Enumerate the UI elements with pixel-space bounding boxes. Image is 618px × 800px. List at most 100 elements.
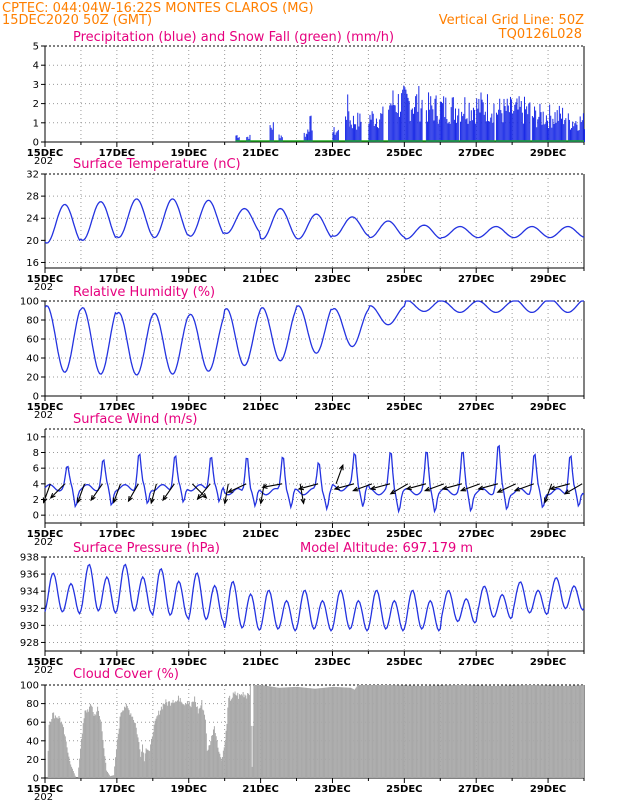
- cloud-bar: [130, 713, 132, 778]
- cloud-bar: [167, 705, 169, 778]
- cloud-bar: [536, 685, 538, 778]
- precip-bar: [390, 103, 392, 142]
- y-tick-label: 60: [26, 335, 39, 346]
- cloud-bar: [575, 685, 577, 778]
- precip-bar: [271, 129, 273, 142]
- precip-bar: [466, 118, 468, 142]
- cloud-bar: [496, 685, 498, 778]
- precip-bar: [578, 130, 580, 142]
- wind-arrow-head: [405, 485, 412, 491]
- cloud-bar: [274, 687, 276, 778]
- cloud-bar: [437, 685, 439, 778]
- cloud-bar: [268, 686, 270, 778]
- cloud-bar: [181, 702, 183, 778]
- precip-bar: [409, 120, 411, 142]
- cloud-bar: [299, 687, 301, 778]
- cloud-bar: [400, 685, 402, 778]
- cloud-bar: [273, 686, 275, 778]
- cloud-bar: [481, 685, 483, 778]
- cloud-bar: [473, 685, 475, 778]
- cloud-bar: [301, 687, 303, 778]
- cloud-bar: [527, 685, 529, 778]
- cloud-bar: [270, 686, 272, 778]
- precip-bar: [445, 97, 447, 142]
- wind-arrow: [425, 483, 445, 492]
- precip-bar: [415, 96, 417, 142]
- precip-bar: [372, 113, 374, 142]
- precip-bar: [439, 101, 441, 142]
- x-tick-label: 15DEC: [27, 274, 63, 285]
- cloud-bar: [327, 687, 329, 778]
- wind-arrow-head: [49, 492, 56, 499]
- x-tick-label: 19DEC: [171, 784, 207, 795]
- cloud-bar: [224, 741, 226, 778]
- precip-bar: [308, 131, 310, 142]
- cloud-bar: [204, 714, 206, 778]
- cloud-bar: [553, 685, 555, 778]
- wind-arrow-head: [549, 485, 556, 491]
- cloud-bar: [408, 685, 410, 778]
- precip-bar: [537, 119, 539, 142]
- cloud-bar: [59, 717, 61, 778]
- cloud-bar: [217, 747, 219, 778]
- x-tick-label: 25DEC: [386, 148, 422, 159]
- cloud-bar: [421, 685, 423, 778]
- cloud-bar: [548, 685, 550, 778]
- precip-bar: [346, 119, 348, 142]
- wind-arrow-head: [544, 497, 549, 504]
- cloud-bar: [573, 685, 575, 778]
- precip-bar: [582, 113, 584, 142]
- precip-bar: [371, 111, 373, 142]
- cloud-bar: [340, 687, 342, 778]
- cloud-bar: [202, 709, 204, 778]
- precip-bar: [410, 109, 412, 142]
- cloud-bar: [343, 687, 345, 778]
- cloud-bar: [426, 685, 428, 778]
- y-tick-label: 20: [26, 373, 39, 384]
- precip-bar: [489, 121, 491, 142]
- x-tick-label: 23DEC: [314, 657, 350, 668]
- cloud-bar: [380, 685, 382, 778]
- cloud-bar: [210, 741, 212, 778]
- cloud-bar: [556, 685, 558, 778]
- cloud-bar: [379, 685, 381, 778]
- cloud-bar: [62, 727, 64, 778]
- cloud-bar: [555, 685, 557, 778]
- wind-arrow-head: [259, 498, 264, 505]
- cloud-bar: [78, 767, 80, 778]
- cloud-bar: [433, 685, 435, 778]
- humidity-title: Relative Humidity (%): [73, 285, 215, 300]
- x-tick-label: 25DEC: [386, 402, 422, 413]
- cloud-bar: [55, 717, 57, 778]
- cloud-bar: [347, 687, 349, 778]
- cloud-bar: [53, 718, 55, 778]
- precip-bar: [304, 136, 306, 142]
- cloud-bar: [350, 687, 352, 778]
- precip-bar: [420, 108, 422, 142]
- precip-bar: [360, 121, 362, 142]
- cloud-bar: [492, 685, 494, 778]
- precip-bar: [421, 99, 423, 142]
- cloud-bar: [405, 685, 407, 778]
- cloud-bar: [178, 701, 180, 778]
- cloud-bar: [288, 687, 290, 778]
- cloud-bar: [477, 685, 479, 778]
- precip-bar: [527, 114, 529, 142]
- cloud-bar: [485, 685, 487, 778]
- cloud-bar: [283, 687, 285, 778]
- x-tick-label: 19DEC: [171, 274, 207, 285]
- precip-bar: [398, 116, 400, 142]
- precip-bar: [437, 123, 439, 142]
- cloud-bar: [154, 720, 156, 778]
- cloud-bar: [191, 702, 193, 778]
- cloud-bar: [100, 722, 102, 778]
- cloud-bar: [87, 709, 89, 778]
- cloud-bar: [395, 685, 397, 778]
- cloud-bar: [212, 734, 214, 778]
- cloud-bar: [390, 685, 392, 778]
- cloud-bar: [407, 685, 409, 778]
- cloud-bar: [364, 685, 366, 778]
- cloud-bar: [171, 702, 173, 778]
- precip-bar: [356, 129, 358, 142]
- cloud-bar: [106, 770, 108, 778]
